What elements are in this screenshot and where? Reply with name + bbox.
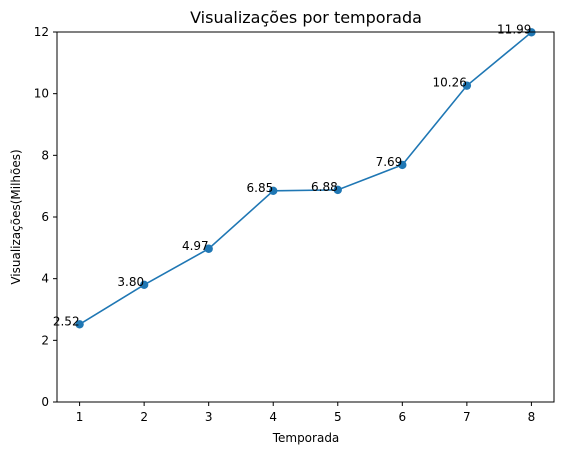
data-point: [75, 320, 84, 329]
data-label: 2.52: [53, 314, 80, 328]
y-tick-label: 10: [34, 87, 49, 101]
x-tick-label: 1: [76, 410, 84, 424]
data-label: 6.85: [247, 181, 274, 195]
chart-title: Visualizações por temporada: [190, 8, 422, 27]
data-point: [333, 185, 342, 195]
data-label: 7.69: [376, 155, 403, 169]
y-tick-label: 6: [41, 210, 49, 224]
plot-frame: [56, 31, 555, 403]
data-point: [139, 280, 149, 290]
y-tick-label: 12: [34, 25, 49, 39]
series-line: [79, 31, 532, 325]
data-label: 6.88: [311, 180, 338, 194]
data-label: 3.80: [117, 275, 144, 289]
data-label: 10.26: [433, 76, 467, 90]
x-tick-label: 6: [398, 410, 406, 424]
data-point: [462, 81, 472, 90]
x-axis-label: Temporada: [272, 431, 340, 445]
y-tick-label: 0: [41, 395, 49, 409]
y-tick-label: 2: [41, 333, 49, 347]
y-tick-label: 4: [41, 272, 49, 286]
data-point: [269, 186, 278, 195]
x-tick-label: 8: [528, 410, 536, 424]
x-tick-label: 4: [269, 410, 277, 424]
data-label: 11.99: [497, 22, 531, 36]
y-tick-label: 8: [41, 148, 49, 162]
data-label: 4.97: [182, 239, 209, 253]
x-tick-label: 3: [205, 410, 213, 424]
y-axis-label: Visualizações(Milhões): [9, 149, 23, 284]
data-point: [398, 160, 407, 170]
x-tick-label: 2: [140, 410, 148, 424]
x-tick-label: 7: [463, 410, 471, 424]
data-point: [204, 244, 213, 253]
x-tick-label: 5: [334, 410, 342, 424]
